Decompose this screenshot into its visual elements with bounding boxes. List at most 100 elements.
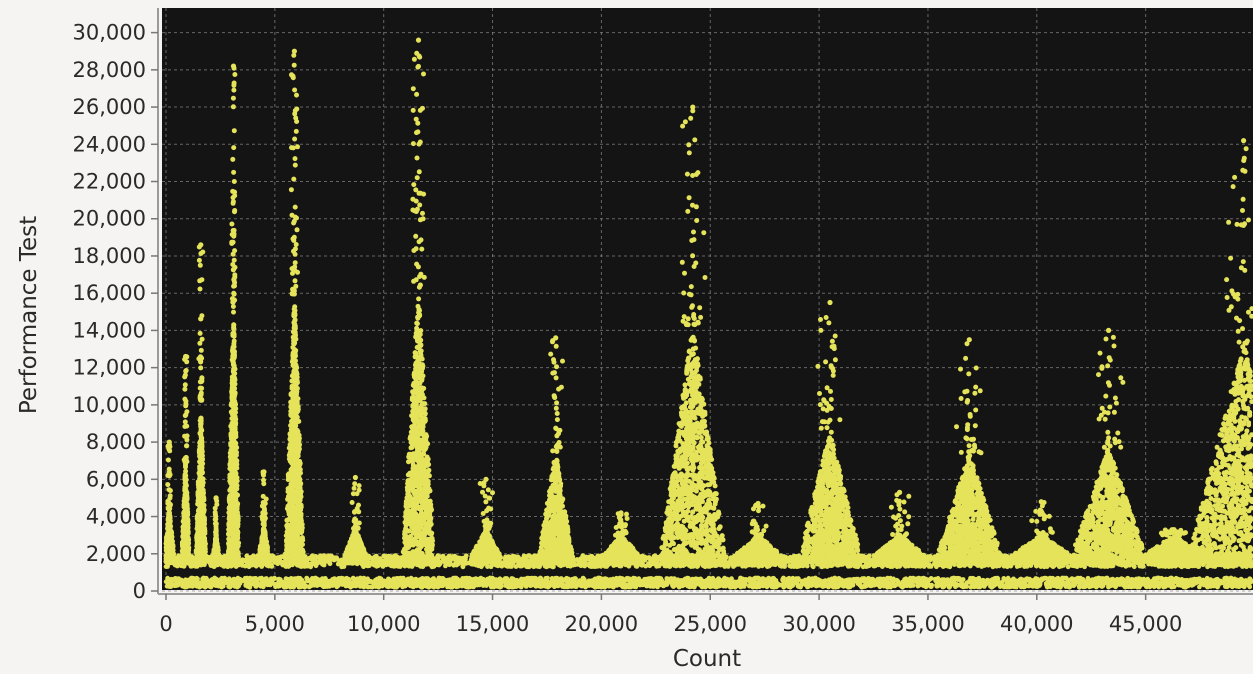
data-point-2567 [855, 577, 860, 583]
data-point-4896 [463, 553, 469, 559]
data-point-2502 [915, 577, 921, 583]
data-point-2402 [1007, 583, 1013, 588]
data-point-2573 [1123, 580, 1129, 585]
data-point-2314 [305, 577, 311, 583]
data-point-2477 [425, 577, 431, 582]
data-point-2523 [1227, 582, 1233, 587]
data-point-2394 [1081, 583, 1087, 589]
data-point-2179 [402, 583, 408, 589]
data-point-2577 [748, 578, 753, 584]
data-point-4522 [447, 562, 452, 568]
data-point-2338 [418, 577, 423, 583]
data-point-2595 [656, 580, 662, 585]
data-point-1848 [872, 582, 877, 588]
data-point-2576 [932, 576, 938, 582]
data-point-2431 [276, 576, 281, 582]
data-point-2522 [314, 576, 320, 582]
data-point-2465 [1025, 577, 1030, 583]
data-point-1084 [822, 583, 827, 589]
data-point-2331 [548, 579, 554, 584]
data-point-4351 [725, 564, 731, 569]
data-point-4943 [934, 563, 939, 568]
data-point-2537 [843, 578, 848, 584]
data-point-2539 [460, 581, 466, 587]
data-point-2484 [760, 582, 766, 588]
data-point-2472 [1145, 577, 1150, 583]
data-point-2169 [466, 584, 471, 590]
data-point-2125 [1037, 581, 1043, 587]
data-point-2548 [443, 581, 449, 587]
data-point-2549 [1241, 583, 1247, 588]
data-point-2591 [690, 580, 695, 586]
data-point-2588 [671, 584, 676, 589]
data-point-2578 [1138, 576, 1143, 582]
data-point-2485 [337, 581, 343, 586]
data-point-2487 [213, 577, 219, 583]
data-point-2590 [863, 583, 869, 588]
data-point-2569 [1111, 583, 1117, 589]
data-point-3957 [452, 557, 458, 563]
data-point-2513 [436, 581, 441, 587]
data-point-2145 [964, 584, 969, 589]
data-point-2420 [725, 580, 731, 586]
data-point-2521 [1162, 583, 1168, 589]
data-point-2419 [815, 581, 820, 586]
data-point-4722 [1108, 563, 1114, 569]
data-point-2556 [578, 583, 584, 588]
data-point-2476 [371, 581, 377, 587]
data-point-2504 [174, 582, 179, 587]
data-point-2453 [422, 583, 427, 589]
data-point-2520 [602, 576, 608, 582]
data-point-2535 [1154, 575, 1160, 581]
data-point-2227 [1113, 578, 1118, 584]
data-point-2408 [699, 580, 705, 586]
data-point-2445 [519, 576, 524, 582]
data-point-2471 [449, 583, 454, 589]
data-point-2358 [1223, 575, 1229, 581]
data-point-2381 [786, 576, 792, 582]
data-point-2322 [358, 576, 364, 582]
data-point-2533 [164, 583, 170, 589]
data-point-1969 [1203, 578, 1209, 584]
data-point-2335 [206, 583, 211, 589]
data-point-2386 [1077, 584, 1082, 590]
data-point-2030 [789, 580, 795, 586]
data-point-2509 [795, 583, 801, 589]
data-point-4499 [579, 559, 585, 565]
data-point-4815 [163, 564, 169, 569]
data-point-2190 [275, 583, 281, 589]
data-point-2156 [594, 583, 600, 588]
data-point-2296 [561, 583, 567, 589]
data-point-2357 [1212, 578, 1217, 583]
data-point-4911 [791, 564, 797, 569]
data-point-2568 [514, 578, 519, 584]
data-point-2273 [916, 583, 922, 588]
data-point-1989 [1204, 582, 1210, 588]
data-point-2354 [1046, 580, 1052, 586]
data-point-2343 [1183, 584, 1189, 590]
data-point-2365 [182, 583, 187, 589]
data-point-2291 [813, 575, 818, 581]
data-point-4484 [440, 555, 446, 561]
data-point-2552 [970, 582, 976, 588]
data-point-4920 [249, 555, 254, 560]
data-point-2301 [654, 575, 659, 581]
data-point-2371 [1154, 582, 1159, 588]
data-point-2473 [633, 584, 639, 590]
data-point-1866 [925, 579, 931, 585]
data-point-2570 [1167, 576, 1173, 581]
data-point-2406 [611, 581, 617, 587]
data-point-4785 [455, 561, 461, 567]
data-point-2373 [1122, 584, 1128, 590]
data-point-2123 [265, 582, 270, 588]
data-point-2063 [695, 576, 701, 582]
data-point-2246 [1106, 582, 1112, 588]
data-point-2201 [980, 577, 986, 583]
data-point-2512 [769, 584, 775, 590]
data-point-4595 [790, 559, 795, 565]
data-point-2022 [262, 578, 268, 583]
data-point-2347 [1120, 576, 1125, 582]
data-point-2514 [361, 584, 367, 590]
data-point-4848 [650, 561, 656, 567]
